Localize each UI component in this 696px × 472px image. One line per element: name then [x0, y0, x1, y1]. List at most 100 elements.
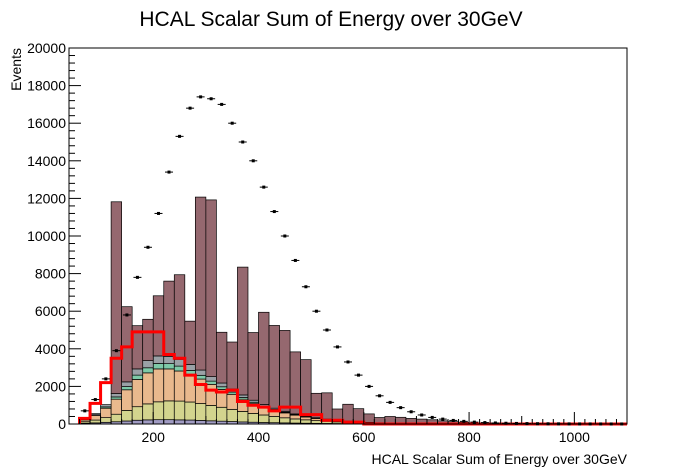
stack-bar	[131, 379, 144, 408]
stack-bar	[131, 374, 144, 380]
stack-bar	[268, 416, 280, 424]
stack-bar	[205, 405, 217, 422]
stack-bar	[121, 381, 133, 387]
stack-bar	[110, 393, 122, 398]
stack-bar	[310, 420, 323, 424]
y-tick-label: 18000	[27, 78, 66, 94]
stack-bar	[142, 318, 154, 361]
stack-bar	[152, 368, 165, 403]
stack-bar	[194, 196, 207, 371]
stack-bar	[205, 199, 217, 377]
y-tick-label: 12000	[27, 190, 66, 206]
stack-bar	[289, 351, 301, 415]
stack-bar	[226, 408, 238, 422]
stack-bar	[131, 406, 144, 421]
stack-bar	[163, 419, 175, 425]
x-tick-label: 400	[247, 429, 271, 445]
stack-bar	[216, 406, 228, 422]
stack-bar	[352, 408, 365, 423]
stack-bar	[173, 400, 186, 421]
stack-bar	[205, 380, 217, 385]
stack-bar	[289, 418, 301, 424]
stack-bar	[247, 413, 259, 423]
stack-bar	[279, 412, 291, 419]
stack-bar	[131, 419, 144, 425]
stack-bar	[121, 389, 133, 411]
stack-bar	[395, 416, 407, 424]
stack-bar	[194, 403, 207, 421]
stack-bar	[237, 394, 249, 398]
stack-bar	[121, 386, 133, 391]
y-tick-label: 8000	[35, 266, 66, 282]
y-axis: 0 2000 4000 6000 8000 10000 12000 14000 16000 180…	[27, 40, 81, 432]
stack-bar	[289, 414, 301, 420]
stack-bar	[216, 382, 228, 388]
stack-bar	[258, 311, 270, 405]
stack-bar	[173, 358, 186, 367]
stack-bar	[321, 392, 333, 420]
stack-bar	[279, 417, 291, 424]
x-tick-label: 600	[352, 429, 376, 445]
stack-bar	[216, 331, 228, 384]
y-tick-label: 10000	[27, 228, 66, 244]
stack-bar	[300, 359, 312, 417]
stack-bar	[258, 414, 270, 423]
stack-bar	[142, 367, 154, 374]
stack-bar	[163, 363, 175, 370]
stack-bar	[205, 383, 217, 406]
stack-bar	[300, 419, 312, 424]
stack-bar	[194, 369, 207, 376]
stack-bar	[279, 330, 291, 412]
x-axis: 200 400 600 800 1000	[79, 412, 628, 445]
x-axis-label: HCAL Scalar Sum of Energy over 30GeV	[372, 451, 628, 467]
y-tick-label: 0	[58, 416, 66, 432]
x-tick-label: 1000	[559, 429, 590, 445]
stack-bar	[89, 419, 101, 424]
stack-bar	[226, 393, 238, 410]
stack-bar	[152, 355, 165, 364]
stack-bar	[237, 266, 249, 396]
stack-bar	[247, 332, 259, 401]
x-tick-label: 800	[457, 429, 481, 445]
stack-bar	[142, 372, 154, 405]
stack-bar	[184, 364, 196, 371]
stack-bar	[163, 368, 175, 402]
stack-bar	[184, 374, 196, 403]
stack-bar	[300, 416, 312, 421]
stack-bar	[121, 306, 133, 383]
stack-bar	[184, 419, 196, 425]
y-tick-label: 16000	[27, 115, 66, 131]
stacked-histogram	[79, 196, 523, 425]
chart-title: HCAL Scalar Sum of Energy over 30GeV	[139, 8, 522, 31]
stack-bar	[184, 401, 196, 421]
stack-bar	[363, 413, 375, 423]
stack-bar	[194, 378, 207, 404]
stack-bar	[152, 401, 165, 421]
stack-bar	[173, 365, 186, 372]
y-tick-label: 2000	[35, 378, 66, 394]
stack-bar	[216, 386, 228, 390]
stack-bar	[163, 355, 175, 365]
stack-bar	[342, 403, 354, 422]
stack-bar	[110, 413, 122, 423]
y-tick-label: 20000	[27, 40, 66, 56]
stack-bar	[194, 374, 207, 380]
y-axis-label: Events	[8, 48, 24, 91]
stack-bar	[184, 320, 196, 365]
stack-bar	[110, 201, 122, 394]
y-tick-label: 6000	[35, 303, 66, 319]
stack-bar	[89, 413, 101, 416]
stack-bar	[173, 274, 186, 360]
stack-bar	[268, 325, 280, 409]
y-tick-label: 14000	[27, 153, 66, 169]
stack-bar	[100, 417, 112, 423]
stack-bar	[384, 416, 396, 424]
stack-bar	[89, 415, 101, 421]
stack-bar	[237, 411, 249, 423]
stack-bar	[121, 410, 133, 422]
stack-bar	[152, 363, 165, 370]
stack-bar	[205, 376, 217, 382]
stack-bar	[152, 295, 165, 357]
stack-bar	[142, 360, 154, 369]
